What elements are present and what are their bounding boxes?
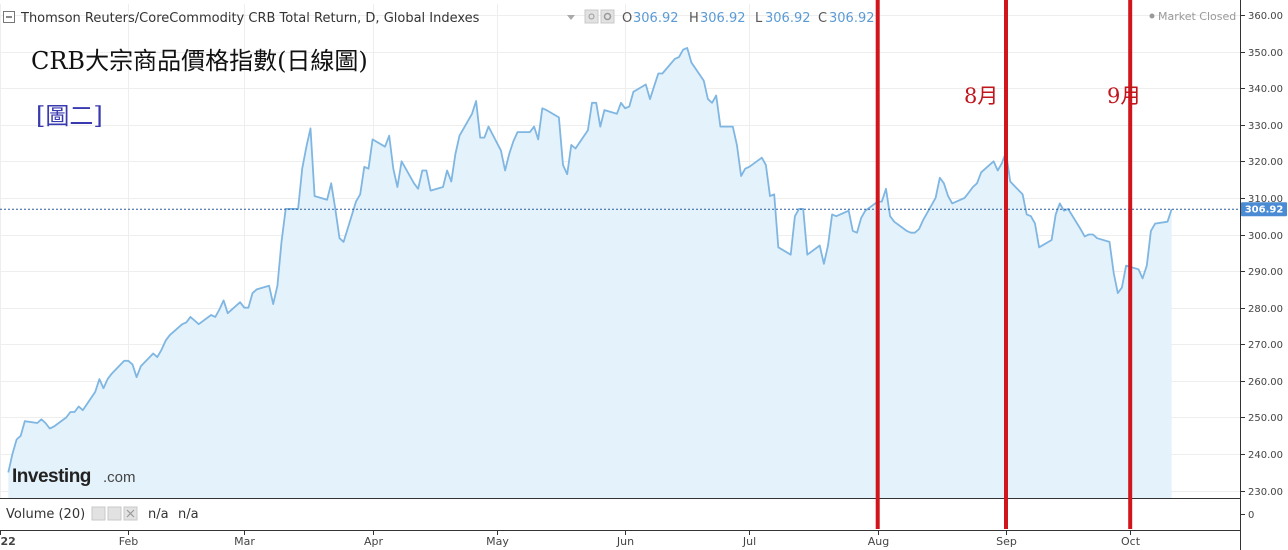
investing-logo: Investing .com xyxy=(12,466,136,487)
y-tick-label: 290.00 xyxy=(1248,267,1283,278)
volume-value-1: n/a xyxy=(148,507,169,522)
series-line xyxy=(7,47,1173,473)
brand-name: Investing xyxy=(12,466,91,487)
y-tick-label: 320.00 xyxy=(1248,157,1283,168)
volume-label: Volume (20) xyxy=(6,507,85,522)
last-price-badge-box xyxy=(1241,202,1287,217)
instrument-title: Thomson Reuters/CoreCommodity CRB Total … xyxy=(20,11,480,26)
ohlc-open-key: O xyxy=(622,11,632,26)
x-tick-label: 2022 xyxy=(0,535,16,548)
x-tick-label: Jun xyxy=(616,535,634,548)
last-price-badge: 306.92 xyxy=(1241,202,1287,217)
annotation-august: 8月 xyxy=(964,84,998,108)
ohlc-low-key: L xyxy=(755,11,763,26)
x-axis-ticks: 2022 Feb Mar Apr May Jun Jul Aug Sep Oct xyxy=(0,530,1141,548)
last-price-badge-text: 306.92 xyxy=(1245,205,1284,216)
gear-icon-ring xyxy=(603,12,612,21)
chart-header: Thomson Reuters/CoreCommodity CRB Total … xyxy=(3,9,1236,26)
x-tick-label: Mar xyxy=(234,535,255,548)
y-tick-label: 240.00 xyxy=(1248,450,1283,461)
y-tick-label: 300.00 xyxy=(1248,231,1283,242)
gear-icon[interactable] xyxy=(600,9,615,24)
ohlc-close-value: 306.92 xyxy=(829,11,875,26)
x-tick-label: Sep xyxy=(996,535,1017,548)
y-tick-label: 350.00 xyxy=(1248,48,1283,59)
ohlc-readout: O 306.92 H 306.92 L 306.92 C 306.92 xyxy=(622,11,875,26)
y-tick-label: 280.00 xyxy=(1248,304,1283,315)
x-tick-label: Apr xyxy=(364,535,384,548)
volume-gear-icon[interactable] xyxy=(107,506,122,521)
market-status-dot-icon xyxy=(1149,13,1155,19)
y-tick-label: 330.00 xyxy=(1248,121,1283,132)
volume-pane: Volume (20) n/a n/a 0 xyxy=(6,506,1254,522)
ohlc-open-value: 306.92 xyxy=(633,11,679,26)
x-tick-label: Jul xyxy=(742,535,756,548)
ohlc-close-key: C xyxy=(818,11,827,26)
ohlc-low-value: 306.92 xyxy=(765,11,811,26)
y-tick-label: 260.00 xyxy=(1248,377,1283,388)
volume-zero-tick: 0 xyxy=(1248,510,1254,521)
vertical-markers xyxy=(875,0,1133,529)
annotation-september: 9月 xyxy=(1107,84,1141,108)
volume-close-cross-icon xyxy=(126,509,135,518)
eye-icon-pupil xyxy=(588,13,595,20)
y-tick-label: 250.00 xyxy=(1248,413,1283,424)
y-tick-label: 230.00 xyxy=(1248,487,1283,498)
overlay-figure-label: [圖二] xyxy=(36,102,103,130)
overlay-chart-title: CRB大宗商品價格指數(日線圖) xyxy=(31,47,368,75)
chevron-down-icon[interactable] xyxy=(567,15,575,20)
y-axis-ticks: 230.00 240.00 250.00 260.00 270.00 280.00 290.… xyxy=(1240,11,1283,498)
header-settings-buttons xyxy=(584,9,615,24)
x-tick-label: Oct xyxy=(1121,535,1141,548)
ohlc-high-value: 306.92 xyxy=(700,11,746,26)
y-tick-label: 310.00 xyxy=(1248,194,1283,205)
market-status: Market Closed xyxy=(1158,10,1236,23)
collapse-toggle[interactable] xyxy=(3,11,15,23)
volume-value-2: n/a xyxy=(178,507,199,522)
y-tick-label: 340.00 xyxy=(1248,84,1283,95)
x-tick-label: Aug xyxy=(868,535,889,548)
x-tick-label: May xyxy=(486,535,509,548)
series-area-fill xyxy=(8,47,1172,499)
eye-icon[interactable] xyxy=(584,9,599,24)
ohlc-high-key: H xyxy=(689,11,699,26)
volume-eye-icon[interactable] xyxy=(91,506,106,521)
brand-suffix: .com xyxy=(103,469,136,486)
x-tick-label: Feb xyxy=(119,535,138,548)
y-tick-label: 270.00 xyxy=(1248,340,1283,351)
y-tick-label: 360.00 xyxy=(1248,11,1283,22)
